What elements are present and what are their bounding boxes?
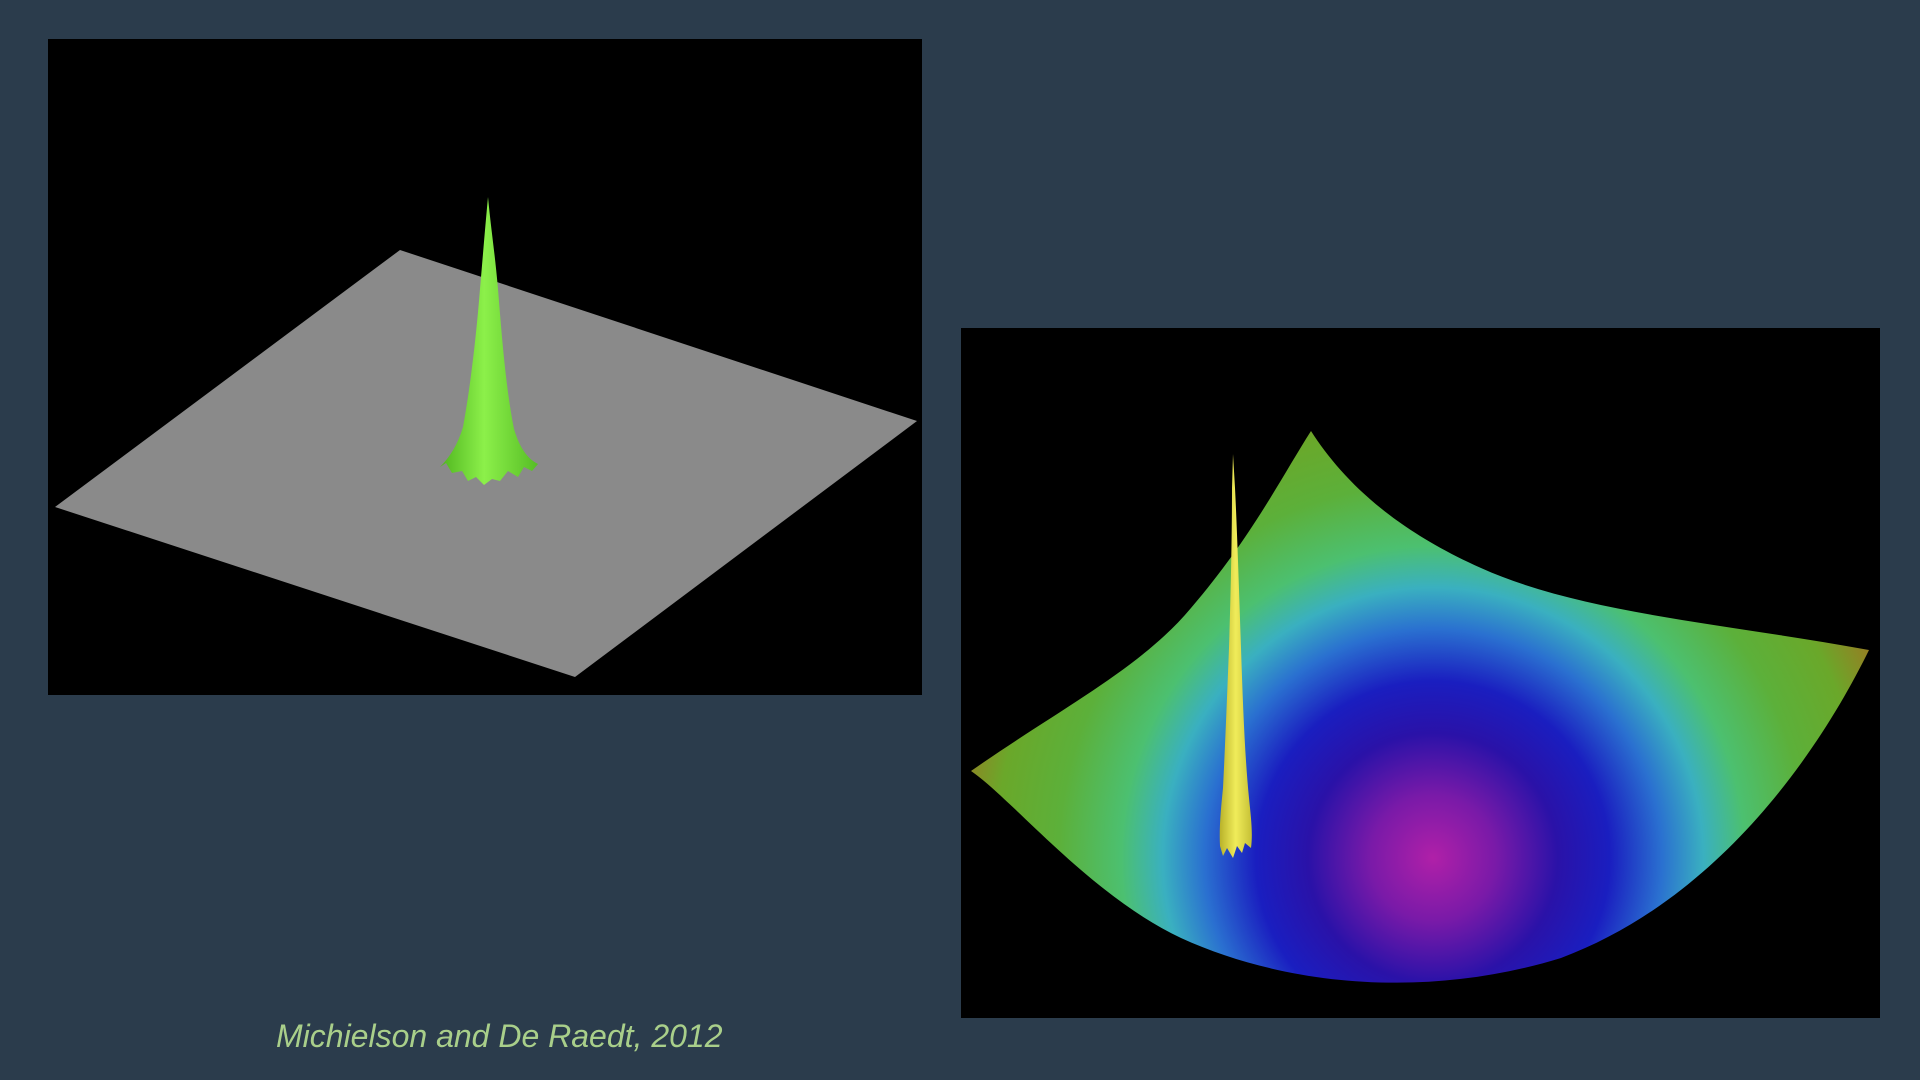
flat-plane-plot-svg [55,197,917,677]
bowl-surface [971,431,1869,983]
left-surface-plot [48,39,922,695]
bowl-plot-svg [971,431,1869,983]
citation-caption: Michielson and De Raedt, 2012 [276,1018,723,1054]
right-surface-plot [961,328,1880,1018]
yellow-peak [1219,454,1252,858]
green-peak [440,197,538,485]
